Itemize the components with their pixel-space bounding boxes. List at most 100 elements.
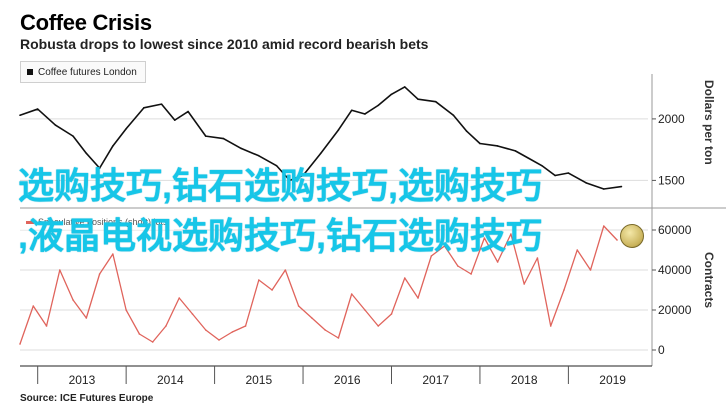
short-point <box>191 313 194 315</box>
price-tick-label: 2000 <box>658 112 685 126</box>
short-point <box>98 273 101 275</box>
short-point <box>523 283 525 285</box>
price-point <box>187 110 189 113</box>
price-point <box>72 135 74 137</box>
price-point <box>350 109 353 112</box>
short-point <box>178 297 181 299</box>
short-point <box>576 249 579 251</box>
price-point <box>602 188 605 190</box>
short-point <box>112 253 114 255</box>
short-point <box>364 309 366 311</box>
price-point <box>98 167 101 169</box>
short-point <box>85 317 88 319</box>
short-point <box>510 233 512 235</box>
price-point <box>567 172 570 174</box>
price-point <box>258 155 260 157</box>
short-point <box>297 305 300 307</box>
short-point <box>151 341 154 343</box>
short-point <box>430 255 433 257</box>
short-point <box>218 339 220 341</box>
short-point <box>602 225 605 227</box>
short-point <box>19 343 21 345</box>
short-point <box>377 325 380 327</box>
short-point <box>443 245 446 247</box>
source-note: Source: ICE Futures Europe <box>20 393 154 404</box>
price-point <box>302 174 304 177</box>
short-point <box>563 289 565 291</box>
short-point <box>337 337 340 339</box>
short-point <box>284 269 287 271</box>
short-point <box>403 277 406 279</box>
price-point <box>337 129 340 131</box>
x-tick-label: 2018 <box>511 373 538 387</box>
short-point <box>271 289 273 291</box>
x-tick-label: 2017 <box>422 373 449 387</box>
short-point <box>549 325 552 327</box>
chart-title: Coffee Crisis <box>20 10 152 35</box>
x-tick-label: 2013 <box>69 373 96 387</box>
price-point <box>275 164 278 167</box>
price-point <box>240 147 242 150</box>
short-point <box>536 257 539 259</box>
short-point <box>165 325 167 327</box>
price-point <box>19 114 21 117</box>
price-tick-label: 1500 <box>658 173 685 187</box>
price-point <box>554 174 556 177</box>
price-series-line <box>19 86 622 190</box>
short-point <box>457 265 459 267</box>
short-point <box>125 309 127 311</box>
short-point <box>72 299 74 301</box>
overlay-text-line-1: 选购技巧,钻石选购技巧,选购技巧 <box>18 165 543 206</box>
price-point <box>173 119 176 121</box>
short-tick-label: 40000 <box>658 263 692 277</box>
short-point <box>616 239 618 241</box>
price-point <box>112 145 114 147</box>
legend-price-swatch <box>27 69 33 75</box>
short-point <box>311 317 313 319</box>
x-tick-label: 2014 <box>157 373 184 387</box>
price-point <box>620 185 623 188</box>
price-point <box>541 164 543 167</box>
short-point <box>470 273 472 275</box>
short-point <box>589 269 592 271</box>
price-point <box>222 137 225 140</box>
price-point <box>585 182 587 184</box>
short-point <box>350 293 353 295</box>
legend-short: Speculative positions (short) lots <box>20 214 174 230</box>
short-point <box>483 237 486 239</box>
short-point <box>204 329 207 331</box>
price-point <box>36 108 39 110</box>
x-tick-label: 2016 <box>334 373 361 387</box>
price-point <box>403 86 406 88</box>
x-tick-label: 2015 <box>245 373 272 387</box>
price-point <box>160 103 163 105</box>
short-axis-title: Contracts <box>702 252 716 309</box>
price-point <box>377 104 380 107</box>
price-axis-title: Dollars per ton <box>702 80 716 165</box>
price-point <box>390 93 393 96</box>
chart-subtitle: Robusta drops to lowest since 2010 amid … <box>20 36 429 52</box>
short-point <box>244 325 247 327</box>
short-point <box>417 297 419 299</box>
short-tick-label: 0 <box>658 343 665 357</box>
short-point <box>59 269 61 271</box>
price-point <box>54 124 57 126</box>
short-tick-label: 60000 <box>658 223 692 237</box>
price-point <box>452 114 455 117</box>
coin-icon <box>620 224 644 248</box>
legend-short-label: Speculative positions (short) lots <box>38 217 168 227</box>
price-point <box>434 100 437 103</box>
legend-price-label: Coffee futures London <box>38 66 137 78</box>
short-point <box>231 331 234 333</box>
price-point <box>527 157 530 160</box>
price-point <box>288 179 291 182</box>
price-point <box>204 135 207 137</box>
x-tick-label: 2019 <box>599 373 626 387</box>
price-point <box>364 113 366 115</box>
price-point <box>125 127 127 130</box>
short-point <box>390 313 393 315</box>
price-point <box>479 142 481 145</box>
overlay-text-line-2: ,液晶电视选购技巧,钻石选购技巧 <box>18 215 543 256</box>
legend-short-swatch <box>26 220 34 224</box>
